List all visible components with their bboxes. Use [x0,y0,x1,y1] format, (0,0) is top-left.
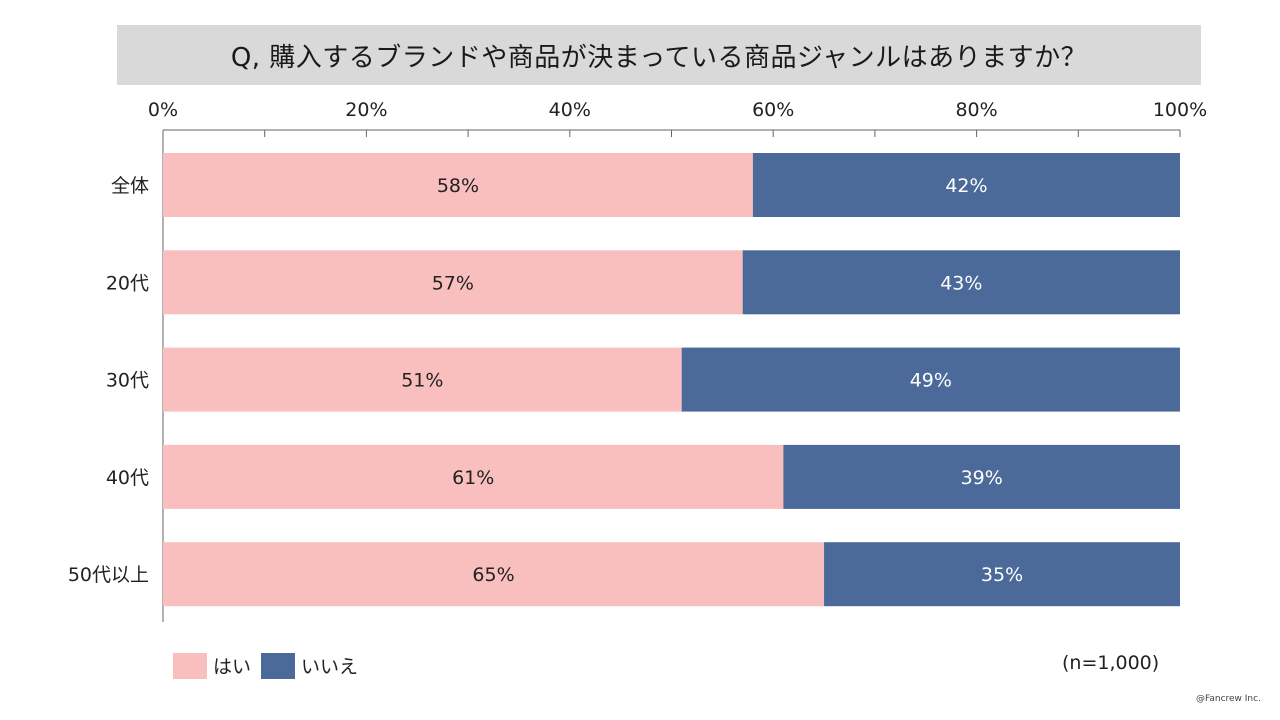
bar-yes [163,444,784,509]
x-tick-label: 20% [345,99,387,121]
category-label: 30代 [106,370,149,392]
chart-title-bar: Q, 購入するブランドや商品が決まっている商品ジャンルはありますか？ [117,25,1201,85]
data-label-no: 39% [961,467,1003,489]
bar-no [752,153,1180,217]
x-tick-label: 60% [752,99,794,121]
x-tick-label: 80% [955,99,997,121]
data-label-yes: 61% [452,467,494,489]
data-label-yes: 65% [472,564,514,586]
x-tick-label: 0% [148,99,178,121]
data-label-no: 49% [910,370,952,392]
legend-label-yes: はい [213,656,252,678]
data-label-yes: 58% [437,175,479,197]
x-tick-label: 40% [549,99,591,121]
bar-yes [163,347,682,412]
data-label-no: 43% [940,272,982,294]
bar-no [742,250,1180,315]
bar-no [681,347,1180,412]
legend-item-no: いいえ [261,652,358,679]
data-label-no: 35% [981,564,1023,586]
category-label: 全体 [111,175,149,197]
x-axis: 0% 20% 40% 60% 80% 100% [148,99,1207,622]
category-label: 20代 [106,272,149,294]
legend-swatch-no [261,652,296,679]
category-label: 50代以上 [68,564,149,586]
legend-label-no: いいえ [301,656,359,678]
bar-yes [163,542,825,607]
legend-swatch-yes [173,652,207,679]
bar-yes [163,250,743,315]
bars [163,153,1180,607]
bar-yes [163,153,753,217]
bar-no [824,542,1180,607]
credit-text: @Fancrew Inc. [1196,694,1261,704]
category-label: 40代 [106,467,149,489]
x-tick-label: 100% [1153,99,1207,121]
data-label-yes: 57% [432,272,474,294]
labels: 全体 58% 42% 20代 57% 43% 30代 51% 49% 40代 61% 39% 50代以上… [68,175,1023,586]
data-label-no: 42% [945,175,987,197]
legend: はい いいえ [173,652,368,679]
legend-item-yes: はい [173,652,251,679]
sample-size-note: (n=1,000) [1062,652,1160,674]
data-label-yes: 51% [401,370,443,392]
chart-title: Q, 購入するブランドや商品が決まっている商品ジャンルはありますか？ [230,42,1088,73]
bar-no [783,444,1180,509]
